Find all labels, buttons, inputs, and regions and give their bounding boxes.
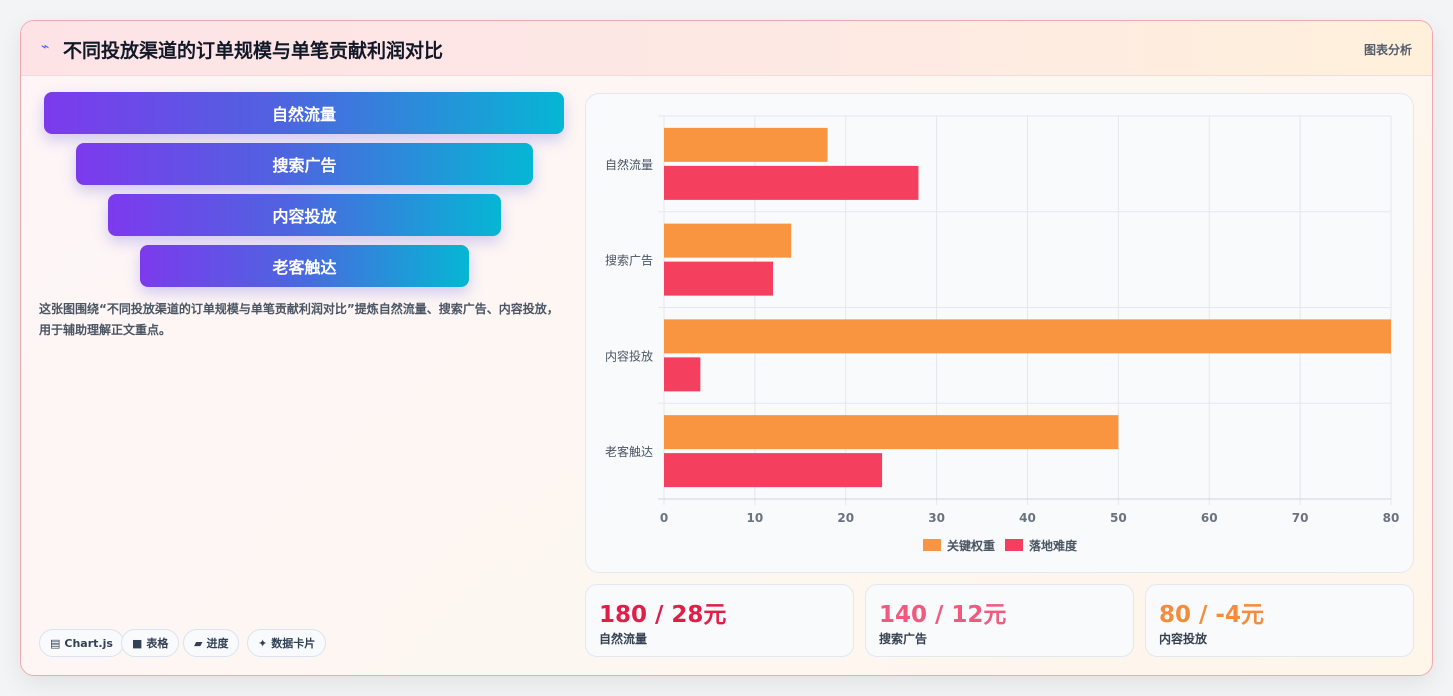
- bar-series-2: [664, 453, 883, 488]
- x-tick-label: 30: [928, 511, 945, 525]
- chart-description: 这张图围绕“不同投放渠道的订单规模与单笔贡献利润对比”提炼自然流量、搜索广告、内…: [39, 302, 559, 337]
- chip-chartjs[interactable]: ▤ Chart.js: [39, 629, 124, 657]
- y-tick-label: 搜索广告: [605, 253, 653, 268]
- x-tick-label: 0: [660, 511, 668, 525]
- stat-card-1: 180 / 28元 自然流量: [585, 584, 854, 657]
- table-icon: ■: [132, 636, 143, 650]
- bar-series-1: [664, 223, 792, 258]
- y-tick-label: 自然流量: [605, 157, 653, 172]
- funnel-step-4: 老客触达: [140, 245, 469, 287]
- chip-progress[interactable]: ▰ 进度: [183, 629, 240, 657]
- legend-label: 关键权重: [947, 538, 995, 553]
- sparkle-icon: ✦: [258, 636, 268, 650]
- y-tick-label: 老客触达: [605, 444, 653, 459]
- x-tick-label: 40: [1019, 511, 1036, 525]
- legend-swatch: [1005, 539, 1023, 551]
- chip-label: 数据卡片: [271, 637, 316, 650]
- stat-label: 自然流量: [599, 632, 648, 646]
- x-tick-label: 50: [1110, 511, 1127, 525]
- legend-label: 落地难度: [1029, 538, 1078, 553]
- card-header: ⌁ 不同投放渠道的订单规模与单笔贡献利润对比 图表分析: [21, 21, 1432, 76]
- bar-series-2: [664, 357, 701, 392]
- stat-card-2: 140 / 12元 搜索广告: [865, 584, 1134, 657]
- bar-series-2: [664, 261, 774, 296]
- chip-table[interactable]: ■ 表格: [121, 629, 180, 657]
- x-tick-label: 80: [1383, 511, 1400, 525]
- stat-label: 内容投放: [1159, 632, 1208, 646]
- legend-swatch: [923, 539, 941, 551]
- funnel-step-1: 自然流量: [44, 92, 564, 134]
- x-tick-label: 10: [747, 511, 764, 525]
- bar-series-1: [664, 319, 1391, 354]
- chip-label: 进度: [206, 637, 229, 650]
- chart-trend-icon: ⌁: [41, 39, 50, 55]
- bar-series-1: [664, 415, 1119, 450]
- x-tick-label: 60: [1201, 511, 1218, 525]
- x-tick-label: 70: [1292, 511, 1309, 525]
- chart-icon: ▤: [50, 636, 61, 650]
- stat-value: 180 / 28元: [599, 602, 727, 628]
- stat-label: 搜索广告: [879, 632, 928, 646]
- page-title: 不同投放渠道的订单规模与单笔贡献利润对比: [63, 40, 444, 62]
- bar-series-2: [664, 165, 919, 200]
- chip-label: Chart.js: [64, 636, 113, 650]
- x-tick-label: 20: [837, 511, 854, 525]
- chart-panel: 0 10 20 30 40 50 60 70 80 自然流量搜索广告内容投放老客触达关键权重 落地难…: [585, 93, 1414, 573]
- dashboard-card: ⌁ 不同投放渠道的订单规模与单笔贡献利润对比 图表分析 自然流量 搜索广告 内容…: [20, 20, 1433, 676]
- bar-series-1: [664, 127, 828, 162]
- chip-data-card[interactable]: ✦ 数据卡片: [247, 629, 327, 657]
- funnel-step-2: 搜索广告: [76, 143, 533, 185]
- y-tick-label: 内容投放: [605, 348, 653, 363]
- funnel-step-3: 内容投放: [108, 194, 501, 236]
- chip-label: 表格: [146, 637, 169, 650]
- header-tag: 图表分析: [1363, 43, 1412, 57]
- stat-value: 140 / 12元: [879, 602, 1007, 628]
- progress-icon: ▰: [194, 636, 203, 650]
- stat-value: 80 / -4元: [1159, 602, 1264, 628]
- stat-card-3: 80 / -4元 内容投放: [1145, 584, 1414, 657]
